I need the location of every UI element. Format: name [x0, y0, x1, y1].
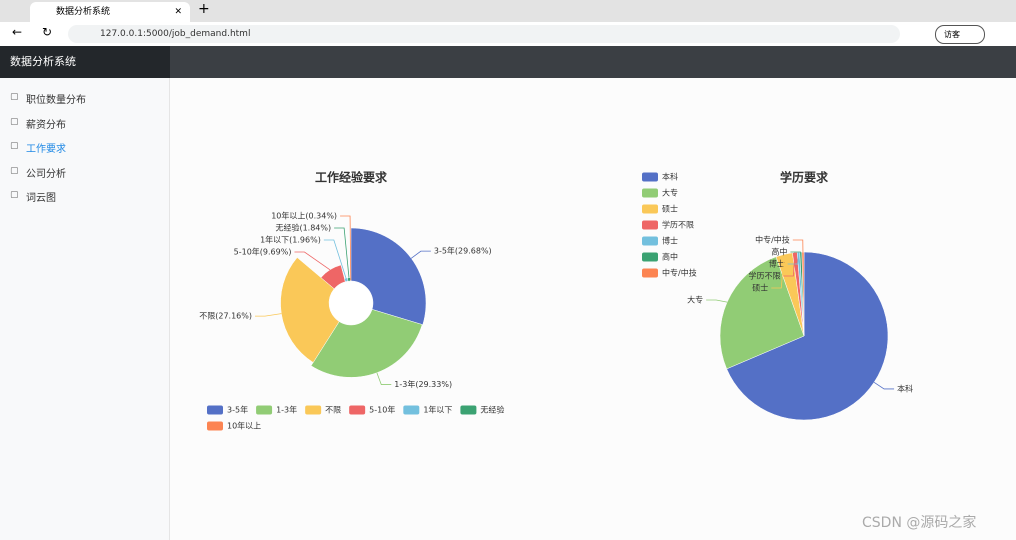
chart-title: 学历要求 — [780, 170, 829, 185]
data-label: 大专 — [687, 295, 703, 305]
legend-swatch — [642, 204, 658, 214]
data-label: 不限(27.16%) — [199, 312, 252, 321]
label-line — [787, 252, 799, 265]
pie-slice — [719, 256, 805, 370]
legend-swatch — [207, 405, 223, 415]
label-line — [294, 251, 331, 271]
legend-swatch — [642, 188, 658, 198]
data-label: 3-5年(29.68%) — [434, 246, 492, 256]
data-label: 本科 — [897, 383, 913, 393]
legend-label: 中专/中技 — [662, 268, 697, 278]
inner-hole — [329, 281, 373, 325]
legend-label: 5-10年 — [369, 405, 395, 415]
watermark: CSDN @源码之家 — [862, 515, 977, 531]
legend-swatch — [642, 268, 658, 278]
legend-swatch — [642, 252, 658, 262]
pie-slice — [347, 277, 351, 282]
menu-item[interactable]: 工作要求 — [26, 144, 66, 155]
tab-bar: 数据分析系统 ✕ + — [0, 0, 1016, 22]
pie-slice — [310, 309, 423, 378]
legend-label: 本科 — [662, 172, 678, 182]
data-label: 硕士 — [752, 283, 768, 293]
label-line — [783, 252, 796, 277]
data-label: 10年以上(0.34%) — [271, 211, 337, 221]
menu-item[interactable]: 公司分析 — [26, 168, 66, 180]
brand-text: 数据分析系统 — [10, 55, 76, 68]
legend-label: 博士 — [662, 236, 678, 246]
data-label: 1-3年(29.33%) — [394, 379, 452, 389]
profile-button[interactable]: 访客 — [935, 25, 985, 44]
label-line — [410, 250, 431, 259]
menu-item[interactable]: 职位数量分布 — [26, 95, 86, 106]
data-label: 中专/中技 — [755, 235, 790, 245]
chart-title: 工作经验要求 — [315, 170, 388, 185]
label-line — [334, 227, 350, 278]
label-line — [771, 254, 785, 289]
label-line — [873, 382, 895, 390]
label-line — [340, 215, 352, 281]
label-line — [792, 239, 804, 253]
pie-slice — [280, 257, 340, 363]
url: 127.0.0.1:5000/job_demand.html — [100, 29, 251, 39]
brand: 数据分析系统 — [0, 46, 170, 78]
legend-label: 3-5年 — [227, 405, 248, 415]
label-line — [254, 313, 282, 317]
tab[interactable]: 数据分析系统 ✕ — [30, 2, 190, 22]
data-label: 5-10年(9.69%) — [234, 247, 292, 257]
legend-swatch — [642, 236, 658, 246]
data-label: 博士 — [769, 259, 785, 269]
label-line — [706, 299, 728, 303]
legend-swatch — [256, 405, 273, 415]
legend-label: 学历不限 — [662, 220, 694, 230]
pie-slice — [320, 264, 346, 290]
legend-label: 大专 — [662, 188, 678, 198]
legend-swatch — [305, 405, 322, 415]
profile-label: 访客 — [944, 30, 960, 39]
address-bar: ← ↻ 127.0.0.1:5000/job_demand.html 访客 — [0, 22, 1016, 47]
data-label: 学历不限 — [748, 271, 780, 281]
legend-label: 10年以上 — [227, 421, 261, 431]
legend-label: 高中 — [662, 252, 678, 262]
legend-swatch — [403, 405, 420, 415]
url-field[interactable]: 127.0.0.1:5000/job_demand.html — [68, 25, 900, 43]
pie-slice — [350, 227, 427, 326]
menu-item[interactable]: 薪资分布 — [26, 119, 66, 131]
data-label: 1年以下(1.96%) — [260, 235, 321, 245]
sidebar: 职位数量分布 ▢ 薪资分布 ▢ 工作要求 ▢ 公司分析 ▢ 词云图 ▢ — [0, 78, 170, 540]
legend-label: 1年以下 — [423, 405, 452, 415]
menu-item[interactable]: 词云图 — [26, 193, 56, 204]
legend-label: 硕士 — [662, 204, 678, 214]
charts: 3-5年(29.68%) 1-3年(29.33%) 10年以上(0.34%) 无经验(… — [199, 170, 913, 431]
legend-swatch — [207, 421, 223, 431]
pie-slice — [801, 251, 805, 337]
label-line — [323, 239, 347, 279]
tab-title: 数据分析系统 — [56, 7, 111, 17]
data-label: 高中 — [771, 247, 787, 257]
legend-swatch — [642, 172, 658, 182]
data-label: 无经验(1.84%) — [275, 223, 331, 233]
label-line — [376, 372, 392, 385]
legend-label: 1-3年 — [276, 405, 297, 415]
legend-swatch — [460, 405, 477, 415]
legend-label: 不限 — [325, 406, 341, 415]
legend-swatch — [349, 405, 366, 415]
legend-label: 无经验 — [480, 405, 504, 415]
legend-swatch — [642, 220, 658, 230]
